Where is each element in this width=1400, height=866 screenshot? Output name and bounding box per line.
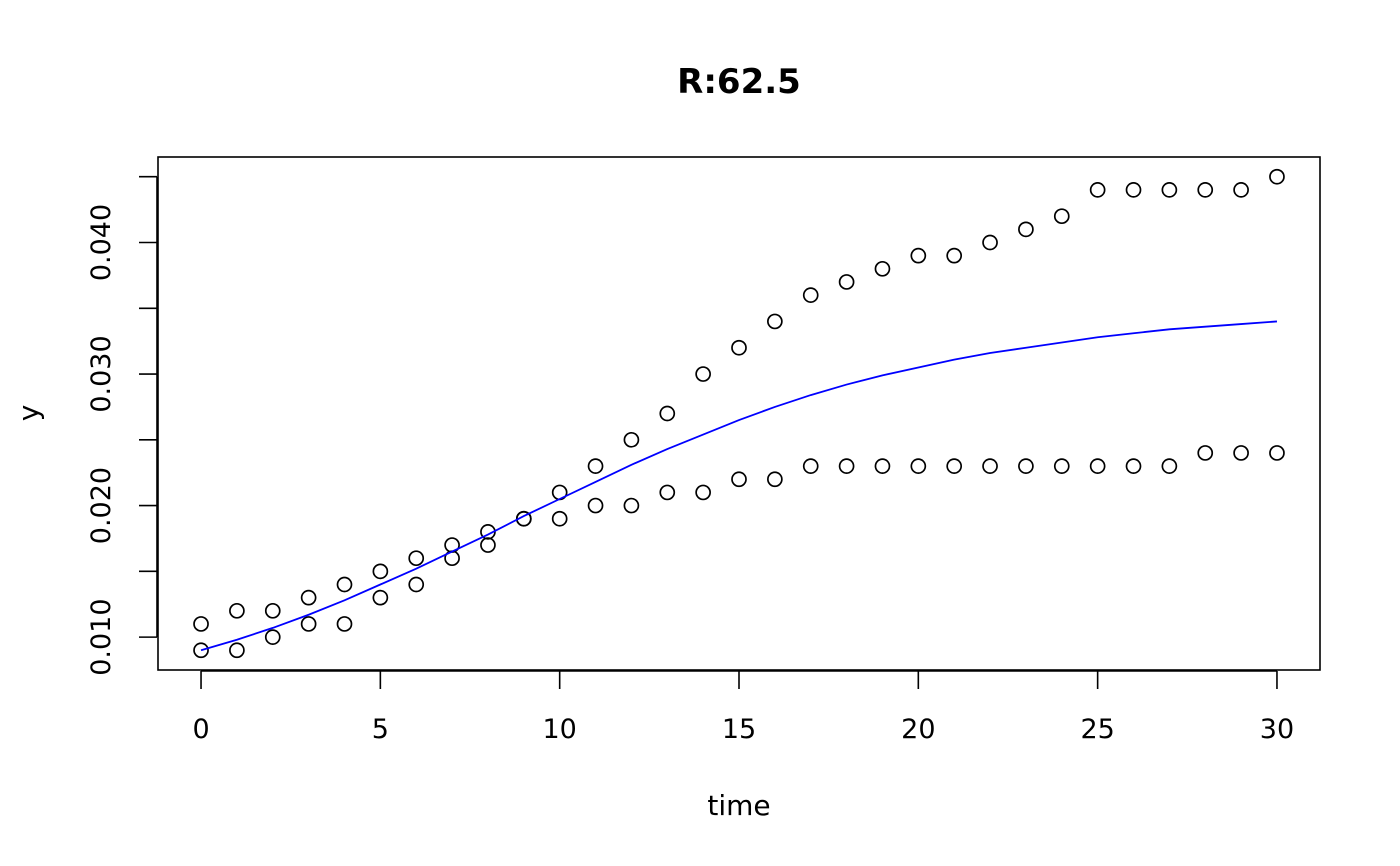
data-point: [480, 537, 496, 553]
data-point: [336, 576, 353, 593]
y-tick-label: 0.030: [86, 335, 117, 412]
data-point: [229, 602, 245, 619]
data-point: [695, 366, 711, 382]
data-point: [695, 484, 711, 501]
data-point: [1161, 458, 1178, 474]
data-point: [372, 563, 389, 580]
data-point: [1053, 458, 1070, 474]
data-point: [946, 458, 963, 474]
data-point: [1269, 168, 1285, 185]
data-point: [264, 602, 281, 619]
chart-title: R:62.5: [677, 62, 801, 102]
data-point: [946, 247, 963, 264]
data-point: [408, 550, 425, 567]
data-point: [1233, 182, 1249, 198]
data-point: [300, 616, 317, 632]
data-point: [408, 576, 425, 593]
x-tick-label: 20: [901, 714, 935, 745]
data-point: [659, 405, 676, 422]
data-point: [982, 234, 998, 251]
data-point: [1197, 182, 1214, 198]
data-point: [1018, 458, 1034, 474]
data-point: [874, 260, 891, 277]
data-point: [1089, 182, 1106, 198]
data-point: [910, 247, 927, 264]
data-point: [1125, 458, 1142, 474]
x-axis-label: time: [707, 789, 770, 822]
data-point: [1161, 182, 1178, 198]
data-point: [1125, 182, 1142, 198]
data-point: [623, 497, 640, 514]
data-point: [731, 339, 747, 356]
x-tick-label: 5: [372, 714, 389, 745]
x-tick-label: 0: [192, 714, 209, 745]
series-layer: [193, 168, 1285, 659]
data-point: [1233, 445, 1249, 461]
data-point: [767, 471, 783, 488]
data-point: [731, 471, 747, 488]
data-point: [659, 484, 676, 501]
data-point: [802, 287, 819, 303]
data-point: [982, 458, 998, 474]
data-point: [1089, 458, 1106, 474]
data-point: [587, 458, 604, 474]
y-tick-label: 0.010: [86, 598, 117, 675]
y-tick-label: 0.020: [86, 467, 117, 544]
data-point: [802, 458, 819, 474]
x-tick-label: 25: [1080, 714, 1114, 745]
x-tick-label: 10: [542, 714, 576, 745]
data-point: [229, 642, 245, 659]
x-tick-label: 30: [1260, 714, 1294, 745]
data-point: [587, 497, 604, 514]
plot-frame: [157, 156, 1321, 671]
data-point: [1018, 221, 1034, 238]
data-point: [300, 589, 317, 606]
data-point: [874, 458, 891, 474]
data-point: [193, 642, 209, 659]
data-point: [336, 616, 353, 632]
fitted-curve: [200, 320, 1278, 652]
data-point: [767, 313, 783, 330]
data-point: [838, 274, 855, 290]
y-axis-label: y: [12, 405, 45, 422]
x-axis: 0 5 10 15 20 25 30: [192, 670, 1294, 745]
data-point: [1269, 445, 1285, 461]
data-point: [551, 510, 568, 527]
data-point: [910, 458, 927, 474]
y-tick-label: 0.040: [86, 204, 117, 281]
data-point: [264, 629, 281, 645]
data-point: [838, 458, 855, 474]
x-tick-label: 15: [722, 714, 756, 745]
data-point: [193, 616, 209, 632]
data-point: [1197, 445, 1214, 461]
data-point: [1053, 208, 1070, 225]
data-point: [372, 589, 389, 606]
data-point: [623, 431, 640, 448]
y-axis: 0.010 0.020 0.030 0.040: [86, 175, 158, 676]
